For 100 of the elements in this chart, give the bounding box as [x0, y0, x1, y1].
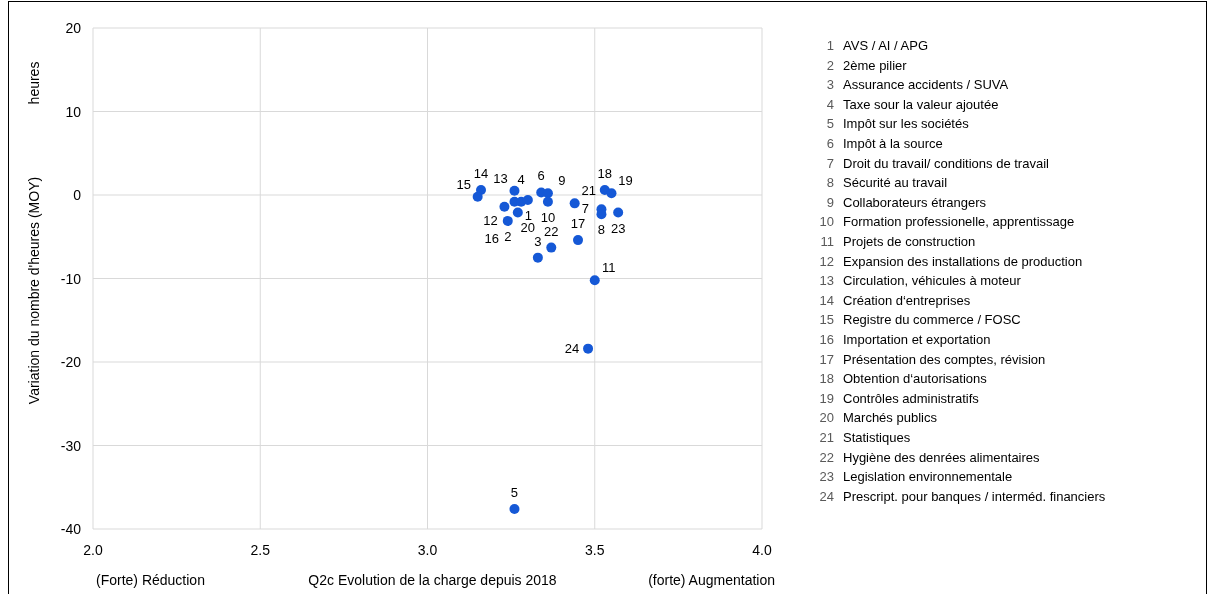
text: 4 [826, 96, 834, 112]
point [613, 207, 624, 218]
text: Expansion des installations de production [843, 253, 1083, 269]
text: Impôt sur les sociétés [843, 116, 970, 132]
text: Hygiène des denrées alimentaires [843, 449, 1041, 465]
text: (Forte) Réduction [96, 572, 205, 588]
text: 13 [819, 273, 834, 289]
y-tick-label: 0 [73, 187, 82, 203]
text: 2 [826, 57, 834, 73]
text: 13 [493, 170, 508, 186]
text: Taxe sour la valeur ajoutée [843, 96, 999, 112]
x-tick-label: 3.5 [585, 542, 605, 558]
text: 21 [581, 183, 596, 199]
text: Legislation environnementale [843, 469, 1013, 485]
text: 3 [826, 77, 834, 93]
y-tick-label: 20 [65, 20, 82, 36]
text: 11 [602, 260, 616, 276]
point [502, 215, 513, 226]
text: 15 [819, 312, 834, 328]
y-tick-label: -30 [60, 437, 82, 454]
text: 22 [544, 223, 559, 239]
text: 2 [504, 228, 512, 244]
text: Droit du travail/ conditions de travail [843, 155, 1050, 171]
text: 19 [819, 390, 834, 406]
text: 19 [618, 173, 633, 189]
text: 23 [610, 220, 626, 236]
text: Statistiques [843, 430, 911, 445]
text: 14 [473, 165, 489, 181]
text: Marchés publics [843, 410, 938, 426]
text: 12 [483, 212, 498, 228]
point [583, 343, 594, 354]
text: 6 [826, 136, 834, 151]
text: 10 [819, 214, 834, 230]
text: Contrôles administratifs [843, 390, 980, 406]
text: 7 [581, 201, 590, 217]
text: 23 [819, 469, 834, 485]
text: 22 [819, 449, 834, 465]
text: Impôt à la source [843, 136, 943, 151]
text: Assurance accidents / SUVA [843, 77, 1009, 93]
y-tick-label: -40 [60, 521, 82, 537]
point [589, 275, 600, 286]
point [472, 191, 483, 202]
point [542, 196, 553, 207]
text: 6 [537, 168, 545, 184]
text: 17 [570, 216, 586, 232]
text: Présentation des comptes, révision [843, 351, 1046, 367]
text: Obtention d‘autorisations [843, 371, 988, 387]
text: 20 [520, 220, 536, 236]
text: 5 [826, 116, 834, 132]
text: 8 [597, 222, 606, 238]
text: Prescript. pour banques / interméd. financiers [843, 488, 1106, 504]
text: heures [26, 61, 42, 105]
text: 8 [826, 175, 834, 191]
text: (forte) Augmentation [648, 572, 775, 588]
text: 2ème pilier [843, 57, 908, 73]
text: 15 [456, 176, 471, 192]
y-tick-label: -10 [60, 270, 82, 287]
text: Création d‘entreprises [843, 292, 971, 308]
text: 1 [826, 38, 834, 53]
text: 14 [819, 292, 834, 308]
y-tick-label: 10 [65, 103, 82, 120]
point [509, 185, 520, 196]
text: 4 [517, 171, 525, 187]
text: 17 [819, 351, 834, 367]
text: AVS / AI / APG [843, 38, 929, 53]
text: Importation et exportation [843, 332, 991, 347]
text: Collaborateurs étrangers [843, 194, 987, 210]
point [532, 252, 543, 263]
x-tick-label: 4.0 [752, 542, 772, 558]
text: 10 [540, 209, 556, 225]
point [573, 235, 584, 246]
text: 5 [510, 484, 519, 500]
x-tick-label: 2.0 [83, 542, 103, 558]
point [499, 201, 510, 212]
text: 9 [826, 194, 834, 210]
point [522, 195, 533, 206]
y-tick-label: -20 [60, 354, 82, 370]
y-axis-title: Variation du nombre d'heures (MOY) [26, 176, 42, 405]
text: Circulation, véhicules à moteur [843, 273, 1022, 289]
text: Projets de construction [843, 234, 976, 249]
point [606, 188, 617, 199]
point [512, 207, 523, 218]
point [546, 242, 557, 253]
point [569, 198, 580, 209]
text: 16 [819, 332, 834, 347]
text: 24 [819, 488, 834, 504]
text: 7 [826, 155, 834, 171]
point [509, 503, 520, 514]
text: 21 [819, 430, 834, 445]
text: Formation professionelle, apprentissage [843, 214, 1075, 230]
text: 12 [819, 253, 834, 269]
text: 16 [484, 230, 500, 246]
text: 1 [524, 207, 533, 223]
text: Registre du commerce / FOSC [843, 312, 1021, 328]
text: 18 [819, 371, 834, 387]
x-axis-title: Q2c Evolution de la charge depuis 2018 [308, 572, 557, 588]
x-tick-label: 2.5 [250, 542, 271, 558]
text: 24 [564, 340, 580, 356]
x-tick-label: 3.0 [417, 542, 438, 558]
text: 11 [820, 234, 834, 249]
